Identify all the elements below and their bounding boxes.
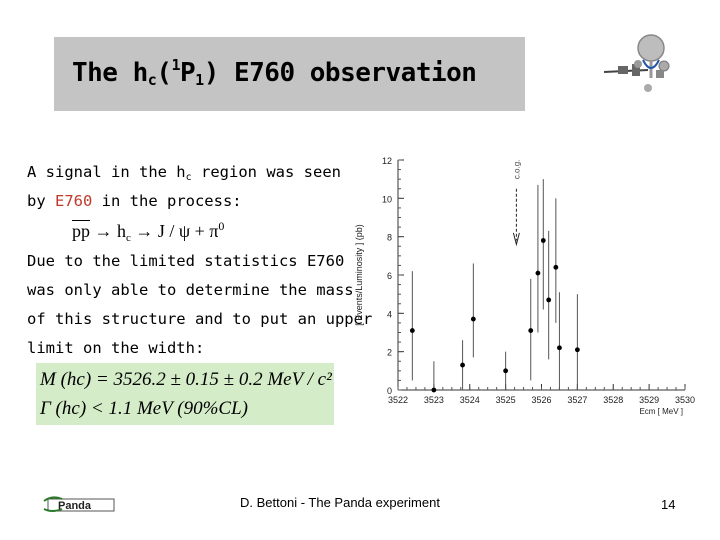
panda-figure-logo — [603, 34, 670, 92]
y-axis-label: [ Events/Luminosity ] (pb) — [354, 224, 364, 326]
data-point — [540, 238, 546, 243]
x-tick-label: 3524 — [460, 395, 480, 405]
data-point — [553, 264, 559, 270]
title-background — [54, 37, 525, 111]
text-para2-line3: of this structure and to put an upper — [27, 310, 373, 328]
data-point — [409, 328, 415, 333]
x-tick-label: 3530 — [675, 395, 695, 405]
panda-logo-text: Panda — [58, 500, 92, 512]
y-tick-label: 4 — [387, 309, 392, 319]
panda-logo: Panda — [43, 496, 115, 512]
text-para2-line4: limit on the width: — [27, 339, 205, 357]
width-formula: Γ (hc) < 1.1 MeV (90%CL) — [40, 398, 248, 419]
y-tick-label: 0 — [387, 386, 392, 396]
slide-title: The hc(1P1) E760 observation — [72, 56, 477, 89]
x-tick-label: 3522 — [388, 395, 408, 405]
y-tick-label: 6 — [387, 271, 392, 281]
text-line-1: A signal in the hc region was seen — [27, 163, 341, 183]
x-axis-label: Ecm [ MeV ] — [639, 407, 683, 416]
y-tick-label: 8 — [387, 233, 392, 243]
text-line-2: by E760 in the process: — [27, 192, 242, 210]
mass-formula: M (hc) = 3526.2 ± 0.15 ± 0.2 MeV / c² — [40, 369, 332, 390]
process-equation: pp → hc → J / ψ + π0 — [72, 219, 225, 244]
data-point — [470, 316, 476, 322]
data-point — [528, 328, 534, 333]
y-tick-label: 12 — [382, 156, 392, 166]
cog-arrow-head — [512, 232, 520, 247]
data-point — [574, 347, 580, 353]
result-formula-box — [36, 363, 334, 425]
x-tick-label: 3525 — [496, 395, 516, 405]
x-tick-label: 3527 — [567, 395, 587, 405]
data-point — [535, 270, 541, 276]
page-number: 14 — [661, 497, 676, 512]
text-para2-line2: was only able to determine the mass — [27, 281, 354, 299]
x-tick-label: 3528 — [603, 395, 623, 405]
footer-text: D. Bettoni - The Panda experiment — [240, 495, 440, 510]
data-point — [431, 387, 437, 393]
y-tick-label: 2 — [387, 348, 392, 358]
data-point — [503, 368, 509, 374]
x-tick-label: 3523 — [424, 395, 444, 405]
data-point — [557, 345, 562, 351]
x-tick-label: 3529 — [639, 395, 659, 405]
cog-label: c.o.g. — [512, 160, 521, 180]
data-point — [460, 362, 465, 368]
y-tick-label: 10 — [382, 194, 392, 204]
data-point — [546, 297, 552, 303]
text-para2-line1: Due to the limited statistics E760 — [27, 252, 345, 270]
x-tick-label: 3526 — [531, 395, 551, 405]
e760-hc-chart: 0 2 4 6 8 10 12 3522 3523 3524 3525 3526 3527 3528 352… — [354, 156, 695, 416]
